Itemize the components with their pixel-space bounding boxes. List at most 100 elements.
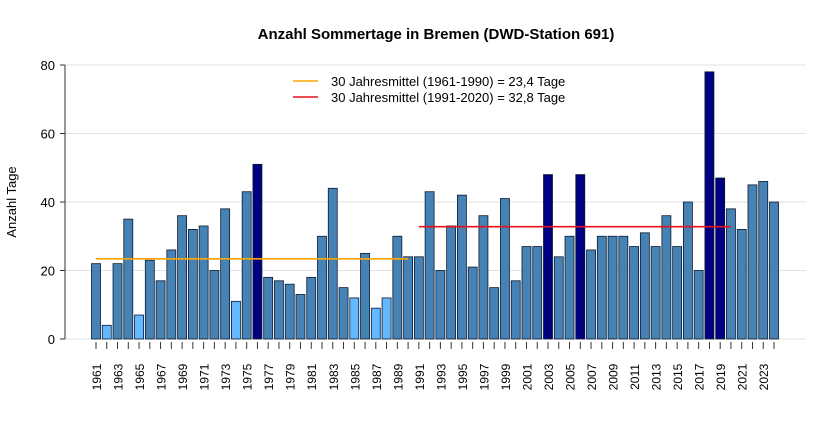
y-axis-label: Anzahl Tage [4,166,19,237]
bar-2004 [553,256,564,340]
bar-1989 [392,235,403,340]
x-tick-label: 1963 [112,363,126,390]
x-tick-label: 1991 [413,363,427,390]
bar-2019 [715,177,726,340]
bar-2013 [650,246,661,340]
bar-1977 [263,276,274,340]
bar-1987 [370,307,381,340]
bar-1996 [467,266,478,340]
x-tick-label: 1987 [370,363,384,390]
bar-2001 [521,246,532,340]
x-tick-label: 1967 [155,363,169,390]
bar-1973 [220,208,231,340]
x-tick-label: 1993 [434,363,448,390]
x-tick-label: 1979 [284,363,298,390]
bar-1962 [101,324,112,340]
x-tick-label: 1969 [176,363,190,390]
x-tick-label: 1997 [477,363,491,390]
x-tick-label: 2021 [736,363,750,390]
x-tick-label: 2007 [585,363,599,390]
bar-1997 [478,215,489,340]
bar-1999 [500,198,510,340]
bar-1968 [166,249,177,340]
bar-1971 [198,225,209,340]
bar-1983 [327,187,338,340]
bar-2003 [543,174,553,340]
y-tick-label: 20 [41,264,55,279]
x-tick-label: 2015 [671,363,685,390]
bar-2018 [704,71,715,340]
bar-2023 [758,181,769,340]
bar-1981 [306,276,317,340]
bar-1974 [231,300,241,340]
bar-2024 [769,201,779,340]
bar-2000 [510,280,521,340]
legend-label: 30 Jahresmittel (1991-2020) = 32,8 Tage [331,90,565,105]
bar-2016 [683,201,693,340]
bar-1992 [424,191,435,340]
bar-1964 [123,218,134,340]
bar-1966 [144,259,155,340]
bar-2020 [726,208,736,340]
bar-2009 [607,235,618,340]
bar-1994 [446,225,457,340]
bar-1975 [241,191,252,340]
bar-1970 [187,228,198,340]
bar-2007 [586,249,596,340]
bar-2012 [639,232,650,340]
x-tick-label: 2017 [693,363,707,390]
bar-2010 [618,235,629,340]
bar-2002 [532,246,543,340]
x-tick-label: 2005 [564,363,578,390]
x-tick-label: 1977 [262,363,276,390]
bar-1998 [489,287,500,340]
x-tick-label: 1985 [348,363,362,390]
bar-1985 [349,297,360,340]
x-tick-label: 1989 [391,363,405,390]
bar-1991 [413,256,424,340]
bar-1993 [435,270,446,340]
bar-1969 [177,215,187,340]
bar-1995 [457,194,467,340]
bar-1986 [360,252,370,340]
y-tick-label: 80 [41,58,55,73]
bar-2021 [736,228,747,340]
x-tick-label: 2003 [542,363,556,390]
bar-1980 [295,294,306,340]
x-tick-label: 2013 [650,363,664,390]
x-tick-label: 1973 [219,363,233,390]
bar-2015 [672,246,683,340]
bar-1990 [403,256,413,340]
x-tick-label: 1995 [456,363,470,390]
x-tick-label: 1965 [133,363,147,390]
bar-1976 [252,163,263,340]
bar-1972 [209,270,220,340]
bar-2008 [596,235,607,340]
y-tick-label: 40 [41,195,55,210]
bar-2005 [564,235,575,340]
bar-2011 [629,246,639,340]
x-tick-label: 1975 [241,363,255,390]
x-tick-label: 1961 [90,363,104,390]
bar-1984 [338,287,349,340]
bar-1965 [134,314,144,340]
bar-2014 [661,215,672,340]
chart-title: Anzahl Sommertage in Bremen (DWD-Station… [258,26,615,43]
bar-1978 [274,280,284,340]
legend-label: 30 Jahresmittel (1961-1990) = 23,4 Tage [331,74,565,89]
bar-1988 [381,297,392,340]
x-tick-label: 1983 [327,363,341,390]
x-tick-label: 2009 [607,363,621,390]
x-tick-label: 1981 [305,363,319,390]
bar-1963 [112,263,123,340]
y-tick-label: 0 [48,332,55,347]
bar-2022 [747,184,758,340]
x-tick-label: 2023 [757,363,771,390]
x-tick-label: 1999 [499,363,513,390]
bar-1979 [284,283,295,340]
y-tick-label: 60 [41,127,55,142]
bar-1961 [91,263,101,340]
x-tick-label: 2019 [714,363,728,390]
bar-1982 [317,235,327,340]
